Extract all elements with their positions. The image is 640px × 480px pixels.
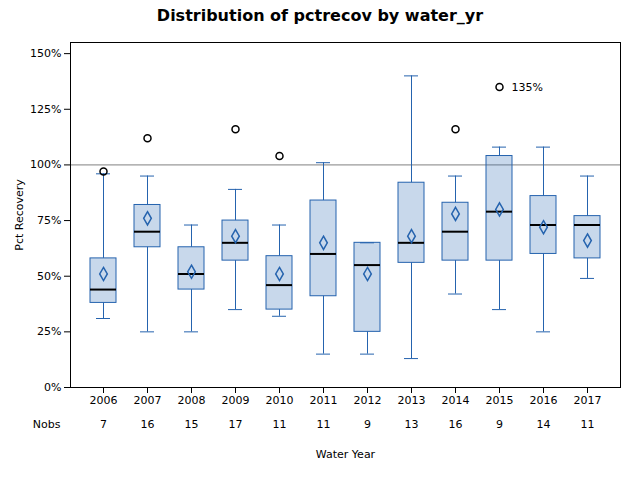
svg-text:135%: 135% — [512, 81, 543, 94]
svg-text:14: 14 — [537, 418, 551, 431]
svg-text:2015: 2015 — [486, 394, 514, 407]
svg-text:Pct Recovery: Pct Recovery — [13, 179, 26, 251]
svg-text:150%: 150% — [30, 47, 61, 60]
svg-text:125%: 125% — [30, 103, 61, 116]
svg-text:13: 13 — [405, 418, 419, 431]
svg-text:11: 11 — [273, 418, 287, 431]
svg-text:2007: 2007 — [134, 394, 162, 407]
svg-text:2013: 2013 — [398, 394, 426, 407]
svg-text:100%: 100% — [30, 158, 61, 171]
svg-text:11: 11 — [317, 418, 331, 431]
svg-text:2014: 2014 — [442, 394, 470, 407]
svg-text:16: 16 — [141, 418, 155, 431]
svg-text:75%: 75% — [37, 214, 61, 227]
svg-text:17: 17 — [229, 418, 243, 431]
svg-text:2011: 2011 — [310, 394, 338, 407]
svg-text:Water Year: Water Year — [316, 448, 376, 461]
svg-text:25%: 25% — [37, 325, 61, 338]
svg-text:0%: 0% — [44, 381, 61, 394]
svg-text:2017: 2017 — [574, 394, 602, 407]
svg-text:15: 15 — [185, 418, 199, 431]
svg-text:2006: 2006 — [90, 394, 118, 407]
svg-text:2009: 2009 — [222, 394, 250, 407]
svg-text:2008: 2008 — [178, 394, 206, 407]
svg-text:11: 11 — [581, 418, 595, 431]
svg-text:50%: 50% — [37, 270, 61, 283]
svg-text:7: 7 — [100, 418, 107, 431]
svg-text:2012: 2012 — [354, 394, 382, 407]
html-text:Distribution of pctrecov by wa: Distribution of pctrecov by water_yr — [156, 6, 484, 25]
svg-text:9: 9 — [496, 418, 503, 431]
svg-text:9: 9 — [364, 418, 371, 431]
svg-text:2016: 2016 — [530, 394, 558, 407]
svg-text:2010: 2010 — [266, 394, 294, 407]
svg-text:Nobs: Nobs — [33, 418, 61, 431]
svg-text:16: 16 — [449, 418, 463, 431]
